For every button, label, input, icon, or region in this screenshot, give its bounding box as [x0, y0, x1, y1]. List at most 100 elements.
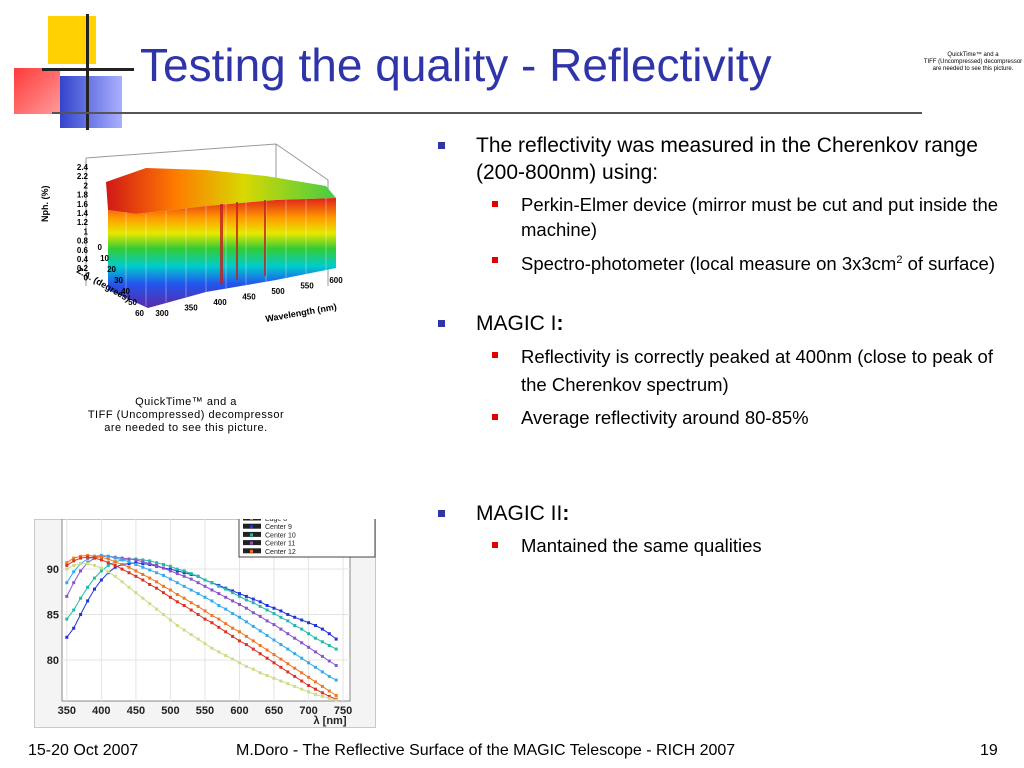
chart-point — [265, 674, 269, 677]
chart-point — [65, 594, 69, 598]
plot3d-dip-bands — [220, 200, 266, 284]
chart-point — [293, 674, 297, 678]
chart-xtick-label: 750 — [334, 705, 352, 717]
chart-point — [210, 599, 214, 603]
bullet-marker — [438, 320, 445, 328]
chart-point — [127, 571, 131, 575]
chart-point — [65, 581, 69, 585]
chart-point — [265, 656, 269, 660]
plot3d-ytick: 20 — [107, 265, 116, 274]
chart-xtick-label: 600 — [230, 705, 248, 717]
chart-xtick-label: 700 — [299, 705, 317, 717]
chart-point — [293, 615, 297, 619]
chart-point — [300, 679, 304, 683]
chart-point — [244, 606, 248, 610]
chart-point — [272, 661, 276, 665]
chart-point — [238, 639, 241, 643]
chart-point — [189, 601, 193, 605]
chart-point — [217, 617, 221, 621]
chart-point — [251, 647, 255, 651]
chart-point — [141, 578, 145, 582]
chart-point — [279, 679, 283, 683]
chart-point — [279, 609, 283, 613]
chart-point — [72, 581, 76, 585]
chart-point — [99, 558, 103, 562]
chart-point — [307, 632, 311, 636]
chart-xtick-label: 350 — [58, 705, 76, 717]
chart-point — [120, 563, 124, 566]
chart-point — [93, 556, 96, 560]
chart-point — [210, 646, 214, 650]
chart-point — [168, 564, 172, 568]
plot3d-ytick: 30 — [114, 276, 123, 285]
chart-point — [314, 665, 317, 669]
chart-point — [175, 569, 179, 573]
chart-point — [175, 581, 179, 585]
chart-point — [334, 637, 338, 641]
chart-point — [168, 567, 172, 571]
chart-point — [210, 621, 214, 625]
chart-point — [134, 558, 138, 562]
logo-red-square — [14, 68, 60, 114]
chart-point — [120, 580, 124, 584]
chart-point — [203, 578, 207, 582]
bullet-marker — [438, 142, 445, 149]
chart-xlabel: λ [nm] — [314, 715, 347, 727]
chart-point — [155, 607, 159, 611]
chart-point — [224, 630, 228, 634]
plot3d-xticks: 300 350 400 450 500 550 600 — [155, 276, 343, 318]
chart-point — [327, 632, 331, 636]
plot3d-ztick: 1.8 — [77, 191, 89, 200]
chart-point — [231, 634, 235, 638]
chart-point — [86, 557, 90, 561]
chart-point — [334, 678, 338, 682]
chart-point — [238, 592, 241, 596]
legend-marker — [250, 533, 253, 537]
chart-point — [141, 560, 145, 564]
chart-point — [279, 615, 283, 619]
chart-point — [203, 584, 207, 588]
chart-point — [106, 554, 110, 558]
chart-point — [148, 559, 152, 563]
chart-point — [265, 619, 269, 623]
sub-bullet-marker — [492, 414, 498, 421]
chart-point — [272, 606, 276, 610]
chart-point — [134, 563, 138, 566]
chart-point — [182, 574, 186, 578]
chart-point — [244, 594, 248, 598]
chart-point — [210, 614, 214, 617]
chart-point — [327, 644, 331, 647]
chart-point — [244, 664, 248, 668]
chart-point — [120, 556, 124, 560]
chart-point — [217, 650, 221, 654]
chart-point — [258, 629, 262, 633]
chart-point — [300, 618, 304, 622]
chart-point — [238, 594, 241, 598]
plot3d-ztick: 1 — [84, 227, 89, 236]
chart-point — [162, 591, 165, 595]
chart-point — [244, 643, 248, 647]
chart-point — [272, 612, 276, 616]
chart-point — [99, 569, 103, 573]
chart-point — [79, 554, 83, 558]
chart-point — [162, 563, 165, 566]
chart-point — [175, 567, 179, 571]
chart-point — [272, 653, 276, 657]
plot3d-yticks: 0 10 20 30 40 50 60 — [98, 243, 145, 318]
chart-point — [300, 627, 304, 631]
chart-point — [238, 630, 241, 634]
plot3d-ztick: 1.2 — [77, 218, 89, 227]
chart-point — [224, 654, 228, 657]
chart-point — [79, 596, 83, 600]
plot3d-ytick: 40 — [121, 287, 130, 296]
bullet-magic1: MAGIC I: — [438, 310, 1018, 337]
chart-xtick-label: 500 — [161, 705, 179, 717]
chart-point — [134, 561, 138, 565]
chart-point — [217, 625, 221, 629]
chart-point — [168, 569, 172, 573]
plot3d-ztick: 1.6 — [77, 200, 89, 209]
chart-point — [314, 680, 317, 684]
chart-point — [327, 696, 331, 700]
chart-point — [251, 639, 255, 643]
chart-point — [182, 604, 186, 607]
